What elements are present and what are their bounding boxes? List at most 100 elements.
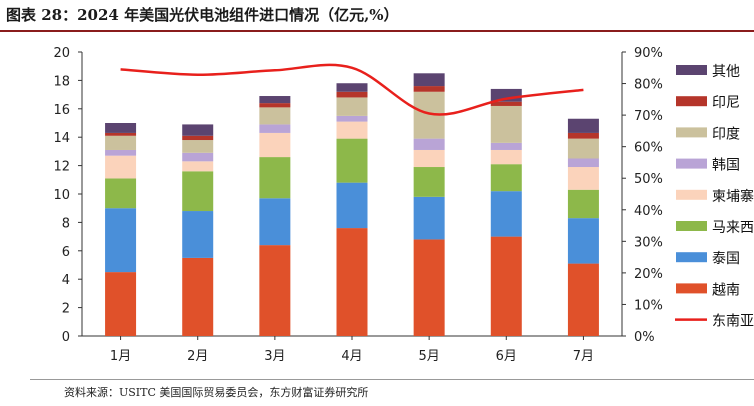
bar-segment bbox=[105, 155, 137, 179]
y-tick-label: 8 bbox=[62, 216, 70, 231]
legend-label: 泰国 bbox=[712, 251, 740, 267]
bar-segment bbox=[182, 152, 214, 162]
bar-segment bbox=[567, 158, 599, 168]
bar-segment bbox=[105, 135, 137, 150]
legend-label: 越南 bbox=[712, 282, 740, 298]
legend-swatch bbox=[676, 221, 707, 231]
source-divider bbox=[30, 379, 754, 380]
legend-label: 其他 bbox=[712, 64, 740, 80]
source-note: 资料来源：USITC 美国国际贸易委员会，东方财富证券研究所 bbox=[64, 386, 369, 399]
y-tick-label: 20 bbox=[53, 46, 70, 61]
x-tick-label: 4月 bbox=[341, 349, 362, 364]
bar-segment bbox=[490, 149, 522, 165]
bar-segment bbox=[105, 149, 137, 156]
x-tick-label: 7月 bbox=[573, 349, 594, 364]
bar-segment bbox=[105, 123, 137, 133]
bar-segment bbox=[259, 245, 291, 336]
bar-segment bbox=[413, 138, 445, 150]
bar-segment bbox=[259, 157, 291, 199]
legend-swatch bbox=[676, 158, 707, 169]
y2-tick-label: 90% bbox=[634, 46, 663, 61]
bar-segment bbox=[105, 178, 137, 209]
legend-label: 韩国 bbox=[712, 158, 740, 174]
x-tick-label: 2月 bbox=[187, 349, 208, 364]
bar-segment bbox=[567, 138, 599, 159]
bar-segment bbox=[413, 167, 445, 197]
bar-segment bbox=[413, 86, 445, 92]
y-tick-label: 18 bbox=[53, 74, 70, 89]
bar-segment bbox=[336, 83, 368, 92]
legend-swatch bbox=[676, 283, 707, 294]
y2-tick-label: 0% bbox=[634, 330, 655, 345]
y2-tick-label: 80% bbox=[634, 78, 663, 93]
bar-segment bbox=[105, 272, 137, 336]
bar-segment bbox=[259, 132, 291, 158]
bar-segment bbox=[182, 124, 214, 136]
y2-tick-label: 20% bbox=[634, 267, 663, 282]
bar-segment bbox=[490, 142, 522, 150]
legend-swatch bbox=[676, 127, 707, 138]
bar-segment bbox=[490, 191, 522, 237]
y2-tick-label: 50% bbox=[634, 172, 663, 187]
bar-segment bbox=[182, 135, 214, 141]
y-tick-label: 2 bbox=[62, 302, 70, 317]
x-tick-label: 1月 bbox=[110, 349, 131, 364]
bar-segment bbox=[567, 132, 599, 139]
y-tick-label: 14 bbox=[53, 131, 70, 146]
bar-segment bbox=[490, 236, 522, 336]
y-tick-label: 12 bbox=[53, 160, 70, 175]
bar-segment bbox=[336, 121, 368, 139]
bar-segment bbox=[336, 91, 368, 98]
legend-swatch bbox=[676, 189, 707, 200]
bar-segment bbox=[182, 257, 214, 336]
bar-segment bbox=[259, 103, 291, 108]
bar-segment bbox=[490, 101, 522, 106]
title-divider bbox=[0, 30, 754, 32]
bar-segment bbox=[182, 140, 214, 153]
chart-title: 图表 28：2024 年美国光伏电池组件进口情况（亿元,%） bbox=[6, 6, 399, 24]
x-tick-label: 3月 bbox=[264, 349, 285, 364]
legend-label: 东南亚 bbox=[712, 314, 754, 330]
bar-segment bbox=[336, 228, 368, 336]
legend-label: 马来西亚 bbox=[712, 220, 754, 236]
y-tick-label: 10 bbox=[53, 188, 70, 203]
x-tick-label: 6月 bbox=[496, 349, 517, 364]
bar-segment bbox=[105, 132, 137, 136]
bar-segment bbox=[182, 211, 214, 258]
y-tick-label: 6 bbox=[62, 245, 70, 260]
bar-segment bbox=[182, 161, 214, 172]
y2-tick-label: 30% bbox=[634, 235, 663, 250]
bar-segment bbox=[336, 115, 368, 122]
bar-segment bbox=[336, 182, 368, 229]
bar-segment bbox=[259, 107, 291, 125]
bar-segment bbox=[567, 218, 599, 264]
legend-swatch bbox=[676, 252, 707, 263]
bar-segment bbox=[259, 124, 291, 133]
bar-segment bbox=[336, 138, 368, 183]
legend-label: 柬埔寨 bbox=[712, 188, 754, 205]
bar-segment bbox=[490, 105, 522, 143]
bar-segment bbox=[567, 189, 599, 219]
legend-swatch bbox=[676, 96, 707, 107]
y2-tick-label: 40% bbox=[634, 204, 663, 219]
bar-segment bbox=[182, 171, 214, 212]
legend-label: 印度 bbox=[712, 126, 740, 142]
bar-segment bbox=[413, 239, 445, 336]
bar-segment bbox=[259, 198, 291, 246]
bar-segment bbox=[490, 164, 522, 192]
y-tick-label: 16 bbox=[53, 103, 70, 118]
southeast-asia-share-line bbox=[120, 63, 584, 116]
x-tick-label: 5月 bbox=[419, 349, 440, 364]
bar-segment bbox=[567, 118, 599, 133]
legend-swatch bbox=[676, 65, 707, 75]
bar-segment bbox=[413, 196, 445, 240]
y2-tick-label: 60% bbox=[634, 141, 663, 156]
bar-segment bbox=[413, 149, 445, 168]
legend-label: 印尼 bbox=[712, 95, 740, 111]
stacked-bar-chart: 0 2 4 6 8 10 12 14 16 18 20 0% 10% 20% 30% 40% 50% 60% 70%… bbox=[53, 46, 754, 364]
bar-segment bbox=[105, 208, 137, 273]
y-tick-label: 4 bbox=[62, 273, 70, 288]
bar-segment bbox=[567, 167, 599, 190]
y2-tick-label: 10% bbox=[634, 298, 663, 313]
y-tick-label: 0 bbox=[62, 330, 70, 345]
